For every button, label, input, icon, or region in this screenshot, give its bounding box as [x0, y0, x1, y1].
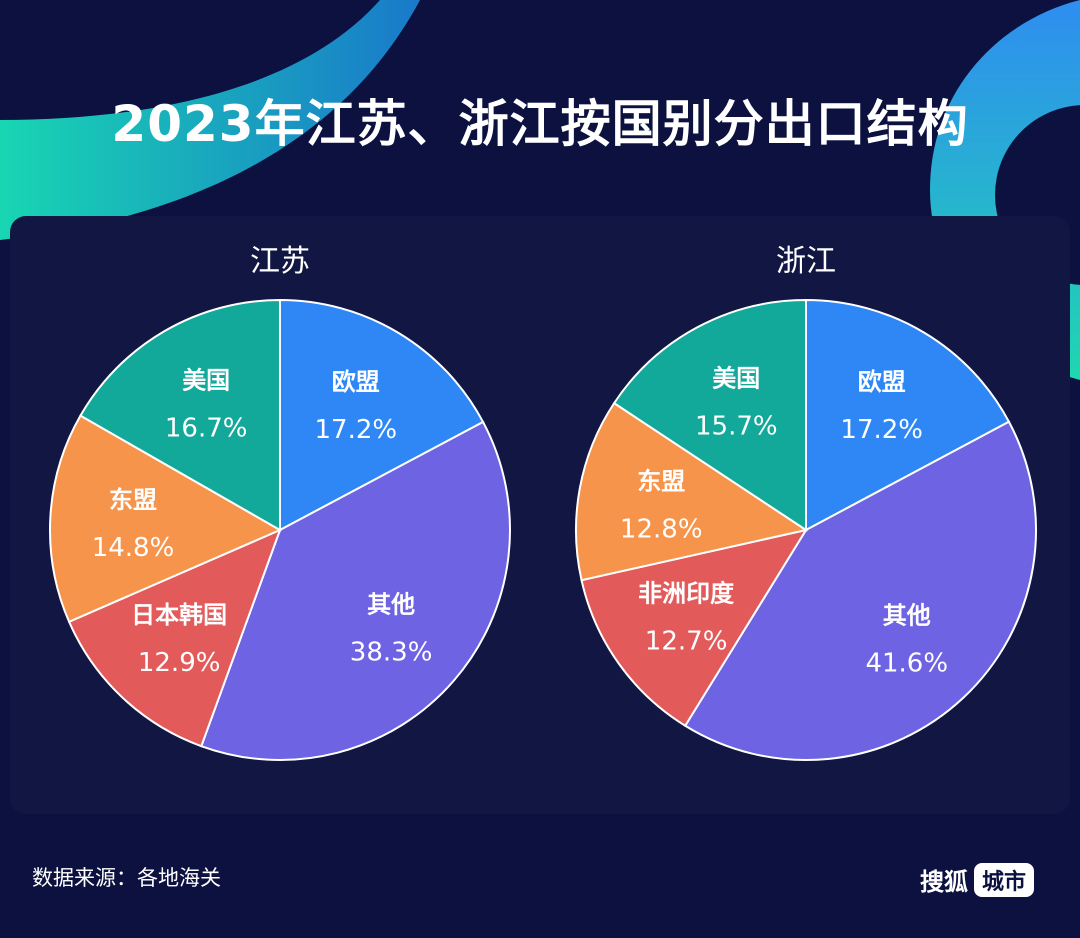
slice-value-label: 14.8% [92, 533, 175, 563]
pie-slice [279, 298, 485, 532]
pie-slice [612, 298, 807, 532]
slice-label: 欧盟 [332, 368, 380, 396]
pie-slice [200, 420, 511, 761]
slice-value-label: 38.3% [350, 638, 433, 668]
brand-name: 搜狐 [920, 868, 968, 896]
pie-slice [79, 298, 281, 532]
slice-value-label: 12.8% [620, 514, 703, 544]
slice-value-label: 17.2% [314, 415, 397, 445]
slice-label: 非洲印度 [638, 579, 735, 607]
brand-tag: 城市 [974, 862, 1035, 897]
chart-title-zhejiang: 浙江 [776, 244, 836, 279]
page-title: 2023年江苏、浙江按国别分出口结构 [111, 95, 969, 153]
slice-label: 美国 [712, 364, 760, 392]
pie-slice [67, 528, 282, 748]
slice-value-label: 15.7% [695, 411, 778, 441]
slice-value-label: 16.7% [165, 414, 248, 444]
slice-label: 其他 [367, 591, 415, 619]
data-source: 数据来源：各地海关 [32, 866, 221, 890]
slice-label: 其他 [883, 601, 931, 629]
slice-value-label: 17.2% [840, 415, 923, 445]
slice-label: 美国 [182, 367, 230, 395]
pie-slice [49, 414, 283, 624]
slice-label: 欧盟 [858, 368, 906, 396]
slice-label: 日本韩国 [131, 601, 227, 629]
pie-slice [575, 401, 809, 582]
slice-label: 东盟 [637, 467, 685, 495]
brand-logo: 搜狐 城市 [920, 862, 1035, 897]
chart-title-jiangsu: 江苏 [250, 244, 310, 279]
slice-value-label: 12.9% [138, 648, 221, 678]
slice-value-label: 41.6% [865, 648, 948, 678]
slice-label: 东盟 [109, 486, 157, 514]
pie-slice [683, 420, 1038, 761]
pie-slice [805, 298, 1011, 532]
pie-slice [580, 528, 809, 728]
slice-value-label: 12.7% [645, 626, 728, 656]
